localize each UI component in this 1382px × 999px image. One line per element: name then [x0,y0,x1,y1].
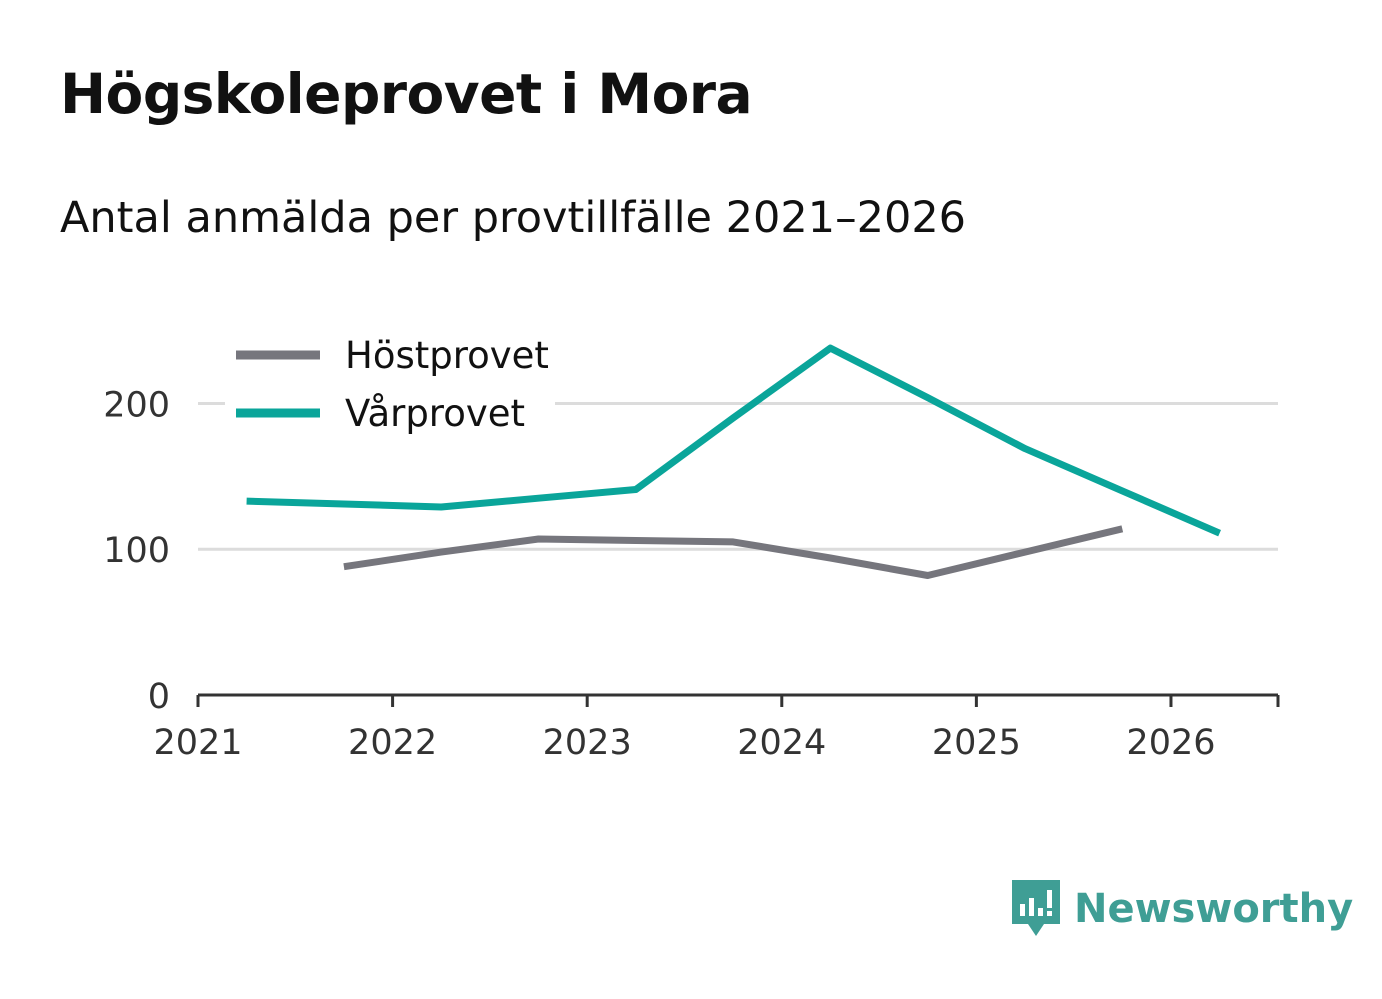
x-tick-label: 2021 [153,723,242,763]
legend-background [225,328,555,446]
y-tick-label: 100 [103,531,170,571]
newsworthy-logo-icon [1012,880,1060,936]
chart-subtitle: Antal anmälda per provtillfälle 2021–202… [60,193,967,243]
legend-label: Höstprovet [345,334,549,377]
y-tick-label: 200 [103,385,170,425]
series-line-varprovet [246,344,1221,537]
series-line-hostprovet [343,525,1124,579]
x-tick-label: 2026 [1126,723,1215,763]
x-tick-label: 2023 [543,723,632,763]
brand-logo: Newsworthy [1010,878,1353,940]
x-tick-label: 2024 [737,723,826,763]
brand-name: Newsworthy [1074,886,1354,932]
legend-label: Vårprovet [345,392,525,435]
y-tick-label: 0 [148,677,170,717]
chart-title: Högskoleprovet i Mora [60,62,753,126]
x-tick-label: 2022 [348,723,437,763]
x-tick-label: 2025 [932,723,1021,763]
